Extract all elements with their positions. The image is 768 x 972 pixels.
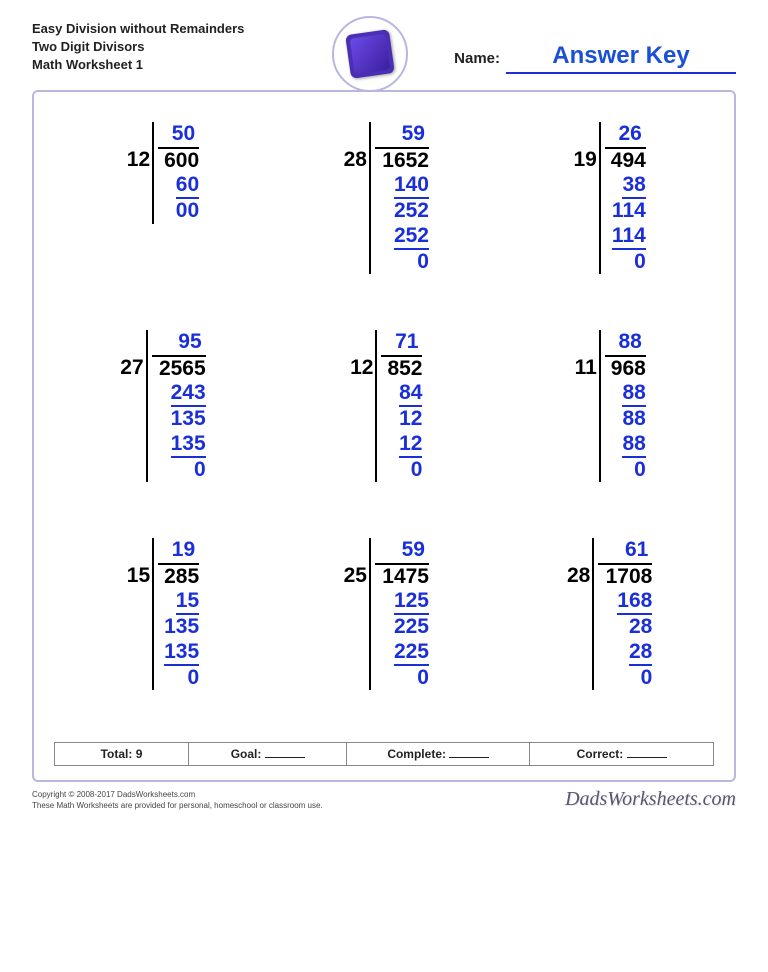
work-step: 15 [176,589,199,615]
copyright-block: Copyright © 2008-2017 DadsWorksheets.com… [32,790,323,811]
quotient: 61 [598,538,652,565]
work-step: 135 [171,407,206,431]
quotient: 71 [381,330,422,357]
divisor: 11 [575,356,599,380]
work-step: 0 [634,458,646,482]
quotient: 59 [375,538,429,565]
title-line-3: Math Worksheet 1 [32,56,312,74]
problem-frame: 1250600600028591652140252252019264943811… [32,90,736,782]
title-line-1: Easy Division without Remainders [32,20,312,38]
header: Easy Division without Remainders Two Dig… [32,20,736,110]
divisor: 28 [567,564,592,588]
title-line-2: Two Digit Divisors [32,38,312,56]
logo-badge [332,16,408,92]
work-step: 0 [187,666,199,690]
dividend: 494 [611,149,646,173]
work-step: 0 [411,458,423,482]
work-step: 0 [641,666,653,690]
divisor: 19 [573,148,598,172]
work-step: 135 [171,432,206,458]
dividend: 852 [387,357,422,381]
work-step: 135 [164,640,199,666]
complete-cell: Complete: [347,743,530,765]
work-step: 243 [171,381,206,407]
division-problem: 12506006000 [54,122,267,302]
division-problem: 11889688888880 [501,330,714,510]
work-step: 00 [176,199,199,223]
work-step: 0 [194,458,206,482]
correct-cell: Correct: [530,743,713,765]
work-step: 84 [399,381,422,407]
work-step: 0 [417,666,429,690]
work-step: 12 [399,407,422,431]
work-step: 168 [617,589,652,615]
divisor: 12 [127,148,152,172]
division-problem: 12718528412120 [277,330,490,510]
work-step: 135 [164,615,199,639]
quotient: 26 [605,122,646,149]
divisor: 12 [350,356,375,380]
work-step: 252 [394,224,429,250]
problem-grid: 1250600600028591652140252252019264943811… [54,122,714,718]
division-problem: 279525652431351350 [54,330,267,510]
logo-icon [345,29,395,79]
work-step: 252 [394,199,429,223]
division-problem: 255914751252252250 [277,538,490,718]
worksheet-page: Easy Division without Remainders Two Dig… [0,0,768,823]
quotient: 50 [158,122,199,149]
divisor: 28 [344,148,369,172]
work-step: 114 [612,224,646,250]
work-step: 88 [622,407,645,431]
division-problem: 1926494381141140 [501,122,714,302]
work-step: 88 [622,432,645,458]
work-step: 225 [394,615,429,639]
work-step: 125 [394,589,429,615]
divisor: 27 [120,356,145,380]
score-bar: Total: 9 Goal: Complete: Correct: [54,742,714,766]
work-step: 0 [634,250,646,274]
brand-text: DadsWorksheets.com [565,788,736,811]
division-problem: 1519285151351350 [54,538,267,718]
tagline-text: These Math Worksheets are provided for p… [32,801,323,811]
work-step: 28 [629,640,652,666]
copyright-text: Copyright © 2008-2017 DadsWorksheets.com [32,790,323,800]
dividend: 285 [164,565,199,589]
name-block: Name: Answer Key [454,42,736,74]
work-step: 60 [176,173,199,199]
dividend: 968 [611,357,646,381]
work-step: 225 [394,640,429,666]
work-step: 38 [622,173,645,199]
dividend: 600 [164,149,199,173]
division-problem: 2861170816828280 [501,538,714,718]
name-field: Answer Key [506,42,736,74]
work-step: 28 [629,615,652,639]
divisor: 25 [344,564,369,588]
quotient: 19 [158,538,199,565]
divisor: 15 [127,564,152,588]
dividend: 1652 [382,149,429,173]
title-block: Easy Division without Remainders Two Dig… [32,20,312,75]
work-step: 140 [394,173,429,199]
answer-key-text: Answer Key [552,42,689,69]
work-step: 12 [399,432,422,458]
quotient: 95 [152,330,206,357]
dividend: 1708 [606,565,653,589]
name-label: Name: [454,50,500,67]
footer: Copyright © 2008-2017 DadsWorksheets.com… [32,788,736,811]
quotient: 59 [375,122,429,149]
goal-cell: Goal: [189,743,347,765]
work-step: 0 [417,250,429,274]
dividend: 2565 [159,357,206,381]
division-problem: 285916521402522520 [277,122,490,302]
quotient: 88 [605,330,646,357]
work-step: 88 [622,381,645,407]
work-step: 114 [612,199,646,223]
total-cell: Total: 9 [55,743,189,765]
dividend: 1475 [382,565,429,589]
